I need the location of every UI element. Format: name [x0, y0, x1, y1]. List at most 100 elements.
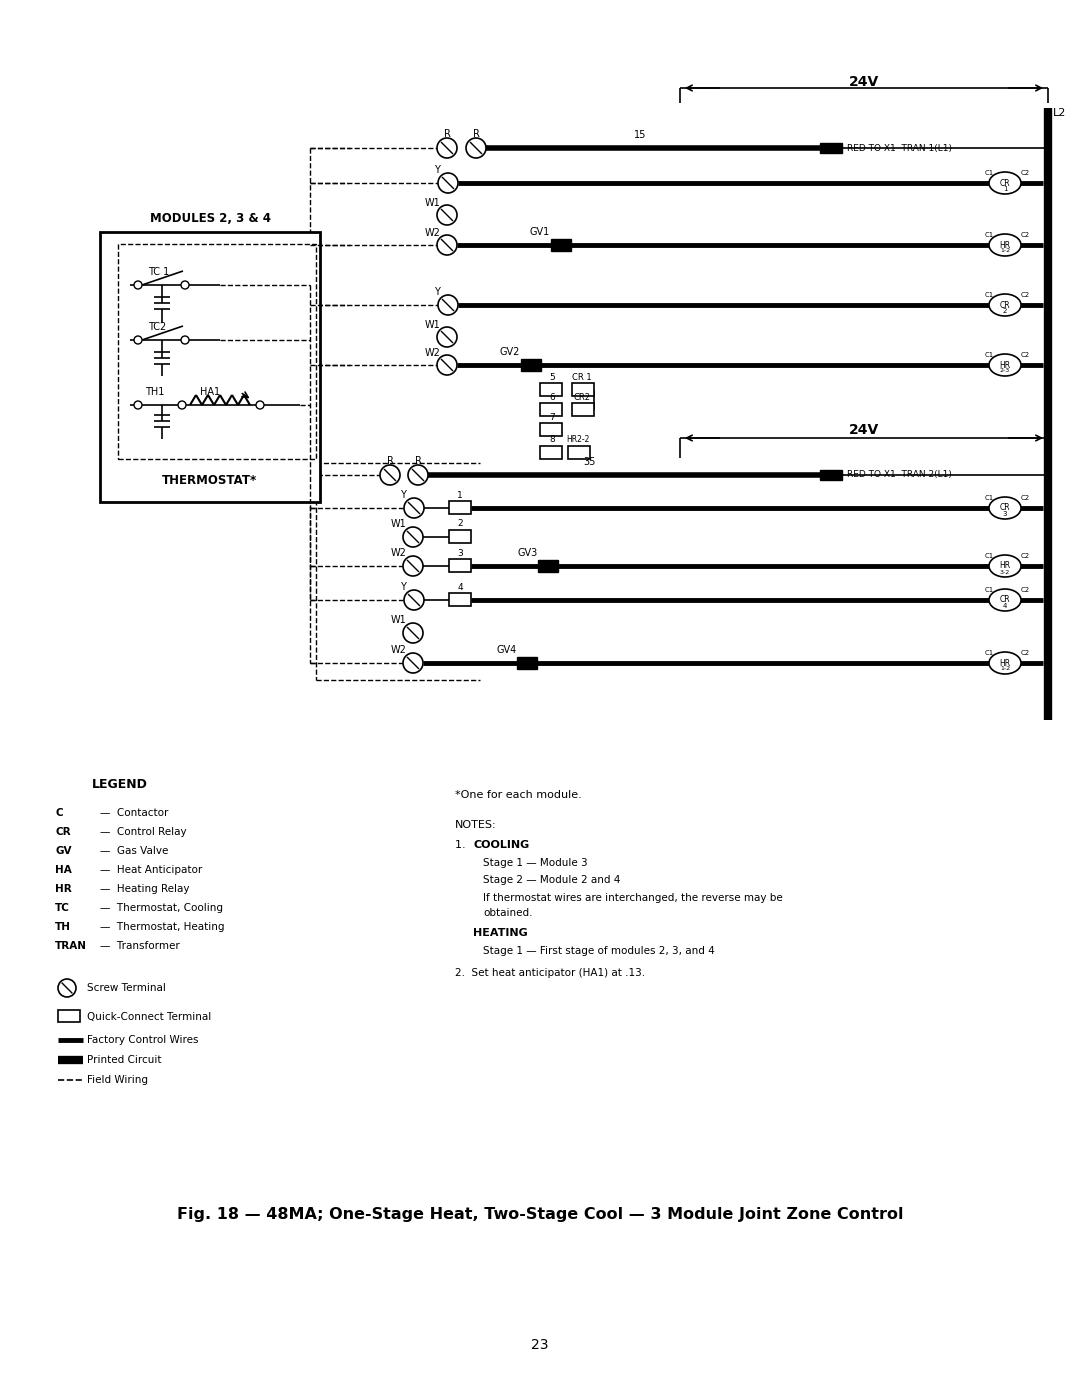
Text: C2: C2 [1021, 352, 1030, 358]
Text: —  Heating Relay: — Heating Relay [100, 884, 189, 894]
Text: 2: 2 [1003, 307, 1008, 314]
Text: 1: 1 [457, 490, 463, 500]
Text: TC: TC [55, 902, 70, 914]
Text: Stage 1 — First stage of modules 2, 3, and 4: Stage 1 — First stage of modules 2, 3, a… [483, 946, 715, 956]
Ellipse shape [989, 652, 1021, 673]
Bar [521, 359, 541, 372]
Text: —  Control Relay: — Control Relay [100, 827, 187, 837]
Text: C1: C1 [985, 170, 995, 176]
Bar [572, 402, 594, 416]
Text: GV: GV [55, 847, 71, 856]
Text: Quick-Connect Terminal: Quick-Connect Terminal [87, 1011, 212, 1023]
Text: CR: CR [1000, 503, 1010, 513]
Text: Fig. 18 — 48MA; One-Stage Heat, Two-Stage Cool — 3 Module Joint Zone Control: Fig. 18 — 48MA; One-Stage Heat, Two-Stag… [177, 1207, 903, 1222]
Text: GV1: GV1 [530, 226, 550, 237]
Bar [449, 559, 471, 571]
Text: C2: C2 [1021, 587, 1030, 592]
Text: 6: 6 [549, 393, 555, 401]
Text: W2: W2 [426, 348, 441, 358]
Ellipse shape [989, 235, 1021, 256]
Text: C2: C2 [1021, 170, 1030, 176]
Text: THERMOSTAT*: THERMOSTAT* [162, 474, 258, 486]
Text: COOLING: COOLING [473, 840, 529, 849]
Text: 24V: 24V [849, 423, 879, 437]
Text: 4: 4 [457, 583, 463, 591]
Text: HR: HR [999, 240, 1011, 250]
Text: CR 1: CR 1 [572, 373, 592, 381]
Text: HR: HR [999, 360, 1011, 369]
Text: CR: CR [1000, 179, 1010, 187]
Bar [540, 383, 562, 395]
Circle shape [437, 205, 457, 225]
Bar [118, 244, 316, 460]
Circle shape [437, 138, 457, 158]
Text: W1: W1 [426, 320, 441, 330]
Text: If thermostat wires are interchanged, the reverse may be: If thermostat wires are interchanged, th… [483, 893, 783, 902]
Circle shape [256, 401, 264, 409]
Text: R: R [473, 129, 480, 138]
Text: LEGEND: LEGEND [92, 778, 148, 792]
Text: C1: C1 [985, 232, 995, 237]
Text: Stage 2 — Module 2 and 4: Stage 2 — Module 2 and 4 [483, 875, 620, 886]
Text: CR: CR [1000, 300, 1010, 310]
Text: C1: C1 [985, 495, 995, 502]
Text: TRAN: TRAN [55, 942, 87, 951]
Text: Y: Y [400, 583, 406, 592]
Circle shape [134, 401, 141, 409]
Bar [517, 657, 537, 669]
Text: W2: W2 [391, 645, 407, 655]
Circle shape [134, 281, 141, 289]
Bar [100, 232, 320, 502]
Bar [540, 402, 562, 416]
Text: 23: 23 [531, 1338, 549, 1352]
Bar [449, 592, 471, 606]
Text: HR2-2: HR2-2 [566, 436, 590, 444]
Text: 3-2: 3-2 [1000, 570, 1010, 574]
Text: L2: L2 [1053, 108, 1066, 117]
Text: C1: C1 [985, 553, 995, 559]
Text: R: R [415, 455, 421, 467]
Bar [449, 502, 471, 514]
Text: Stage 1 — Module 3: Stage 1 — Module 3 [483, 858, 588, 868]
Bar [449, 529, 471, 543]
Text: C: C [55, 807, 63, 819]
Ellipse shape [989, 590, 1021, 610]
Text: GV3: GV3 [518, 548, 538, 557]
Text: NOTES:: NOTES: [455, 820, 497, 830]
Text: 35: 35 [584, 457, 596, 467]
Text: RED TO X1  TRAN 1(L1): RED TO X1 TRAN 1(L1) [847, 144, 951, 152]
Text: GV4: GV4 [497, 645, 517, 655]
Text: C1: C1 [985, 587, 995, 592]
Text: 2.  Set heat anticipator (HA1) at .13.: 2. Set heat anticipator (HA1) at .13. [455, 968, 645, 978]
Text: W1: W1 [391, 520, 407, 529]
Text: 1.: 1. [455, 840, 469, 849]
Text: —  Heat Anticipator: — Heat Anticipator [100, 865, 202, 875]
Ellipse shape [989, 353, 1021, 376]
Circle shape [403, 527, 423, 548]
Text: C2: C2 [1021, 292, 1030, 298]
Text: TH: TH [55, 922, 71, 932]
Text: W2: W2 [391, 548, 407, 557]
Bar [538, 560, 558, 571]
Text: —  Transformer: — Transformer [100, 942, 179, 951]
Text: C2: C2 [1021, 232, 1030, 237]
Text: HEATING: HEATING [473, 928, 528, 937]
Circle shape [438, 295, 458, 314]
Text: C2: C2 [1021, 495, 1030, 502]
Text: 8: 8 [549, 436, 555, 444]
Text: HR: HR [999, 658, 1011, 668]
Text: TC2: TC2 [148, 321, 166, 332]
Text: 2-3: 2-3 [1000, 369, 1010, 373]
Text: obtained.: obtained. [483, 908, 532, 918]
Text: 1-2: 1-2 [1000, 249, 1010, 253]
Text: C1: C1 [985, 292, 995, 298]
Text: Screw Terminal: Screw Terminal [87, 983, 166, 993]
Text: Y: Y [400, 490, 406, 500]
Text: —  Thermostat, Cooling: — Thermostat, Cooling [100, 902, 222, 914]
Circle shape [403, 652, 423, 673]
Circle shape [380, 465, 400, 485]
Text: 3: 3 [1002, 511, 1008, 517]
Text: HA: HA [55, 865, 71, 875]
Circle shape [404, 497, 424, 518]
Text: R: R [444, 129, 450, 138]
